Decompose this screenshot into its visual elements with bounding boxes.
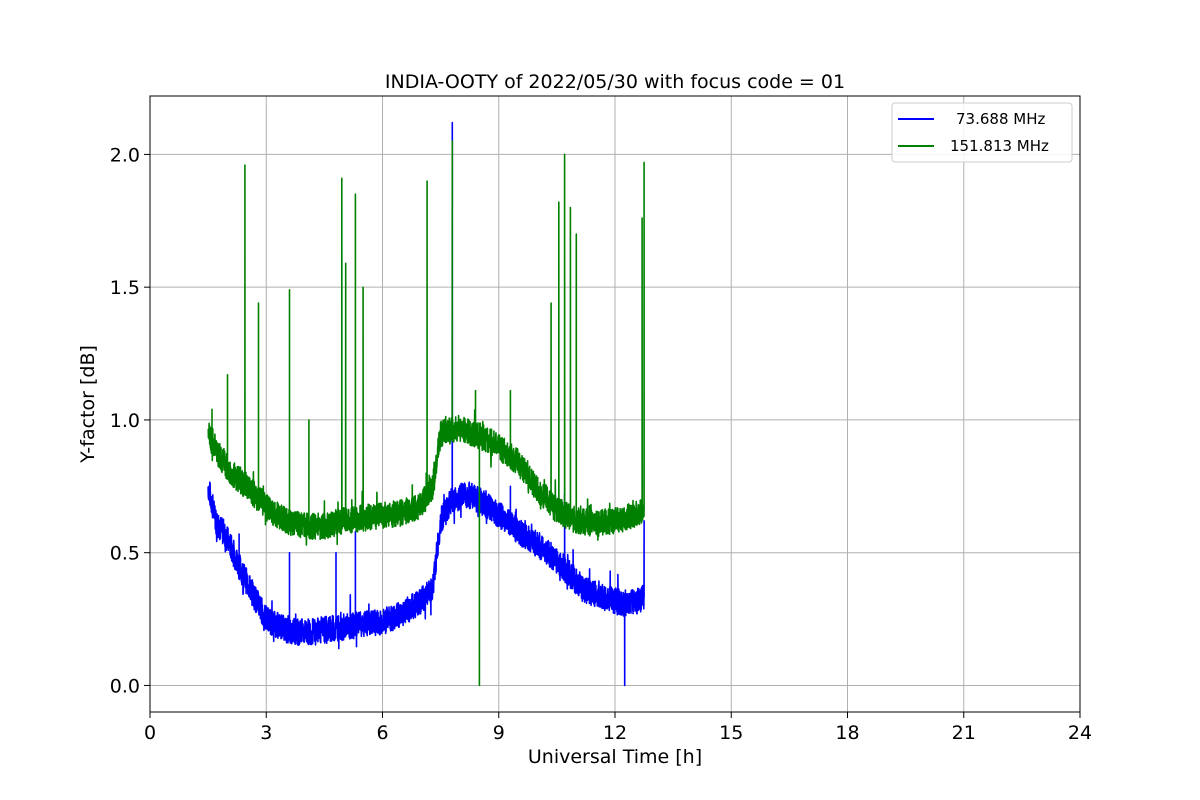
y-tick-label: 1.5 [110, 277, 140, 299]
y-axis-label: Y-factor [dB] [77, 345, 99, 464]
legend-label-73mhz: 73.688 MHz [956, 110, 1045, 128]
chart-title: INDIA-OOTY of 2022/05/30 with focus code… [385, 71, 845, 93]
x-tick-label: 3 [260, 722, 272, 744]
legend: 73.688 MHz 151.813 MHz [891, 102, 1073, 163]
legend-label-151mhz: 151.813 MHz [950, 137, 1049, 155]
series-layer [207, 121, 645, 687]
y-tick-label: 0.5 [110, 543, 140, 565]
x-tick-label: 18 [835, 722, 859, 744]
legend-box [891, 102, 1073, 163]
x-tick-label: 21 [952, 722, 976, 744]
y-tick-label: 2.0 [110, 144, 140, 166]
x-tick-label: 24 [1068, 722, 1092, 744]
series-line-151mhz [207, 140, 645, 687]
x-tick-label: 15 [719, 722, 743, 744]
x-tick-label: 0 [144, 722, 156, 744]
x-tick-label: 9 [493, 722, 505, 744]
series-line-73mhz [207, 121, 645, 687]
y-tick-label: 1.0 [110, 410, 140, 432]
y-tick-label: 0.0 [110, 675, 140, 697]
x-tick-label: 6 [376, 722, 388, 744]
ticks: 0 3 6 9 12 15 18 21 24 0.0 0.5 1.0 1.5 2.0 [110, 144, 1092, 744]
x-tick-label: 12 [603, 722, 627, 744]
x-axis-label: Universal Time [h] [528, 746, 702, 768]
